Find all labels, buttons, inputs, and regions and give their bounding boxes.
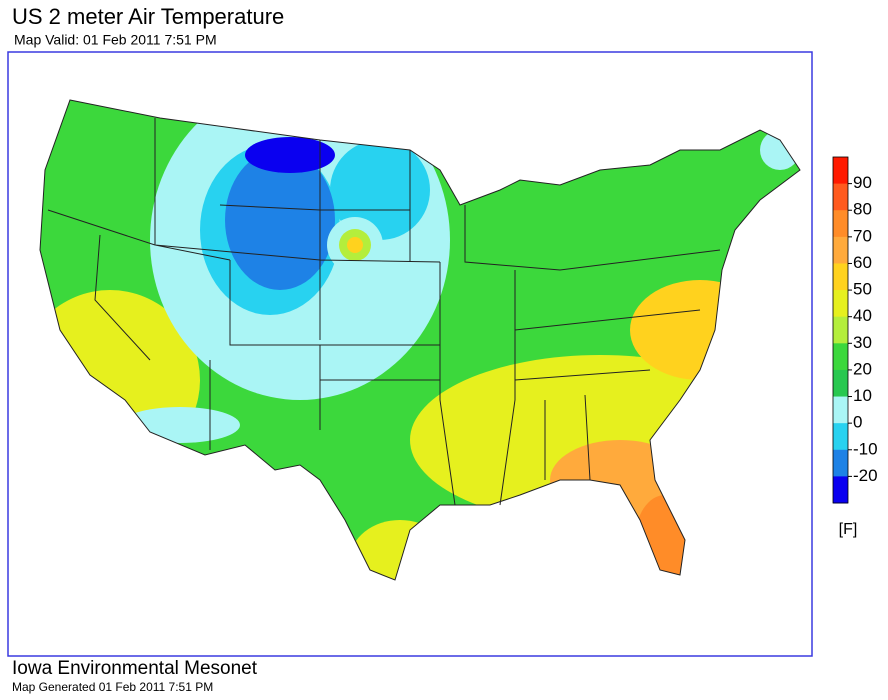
- legend: 90 80 70 60 50 40 30 20 10 0 -10 -20: [832, 156, 878, 504]
- footer-generated: Map Generated 01 Feb 2011 7:51 PM: [12, 680, 213, 694]
- tick-label: 40: [853, 306, 872, 325]
- color-bin: [833, 236, 848, 264]
- color-bin: [833, 290, 848, 318]
- tick-label: 50: [853, 280, 872, 299]
- color-bin: [833, 263, 848, 291]
- tick-label: -10: [853, 439, 878, 458]
- color-bin: [833, 449, 848, 477]
- footer-source: Iowa Environmental Mesonet: [12, 658, 258, 679]
- tick-label: 80: [853, 200, 872, 219]
- tick-label: 10: [853, 386, 872, 405]
- tick-label: 90: [853, 173, 872, 192]
- tick-label: -20: [853, 466, 878, 485]
- color-bin: [833, 396, 848, 424]
- color-bin: [833, 476, 848, 504]
- color-bin: [833, 210, 848, 238]
- tick-label: 70: [853, 226, 872, 245]
- colorbar-frame: [832, 156, 849, 504]
- tick-label: 30: [853, 333, 872, 352]
- tick-label: 60: [853, 253, 872, 272]
- subtitle: Map Valid: 01 Feb 2011 7:51 PM: [14, 32, 217, 48]
- title: US 2 meter Air Temperature: [12, 4, 284, 29]
- color-bin: [833, 369, 848, 398]
- legend-unit: [F]: [839, 521, 858, 538]
- color-bin: [833, 157, 848, 185]
- tick-label: 0: [853, 413, 862, 432]
- color-bin: [833, 183, 848, 211]
- color-bin: [833, 343, 848, 371]
- color-bin: [833, 423, 848, 451]
- state-lines: [39, 99, 801, 581]
- tick-label: 20: [853, 359, 872, 378]
- color-bin: [833, 316, 848, 344]
